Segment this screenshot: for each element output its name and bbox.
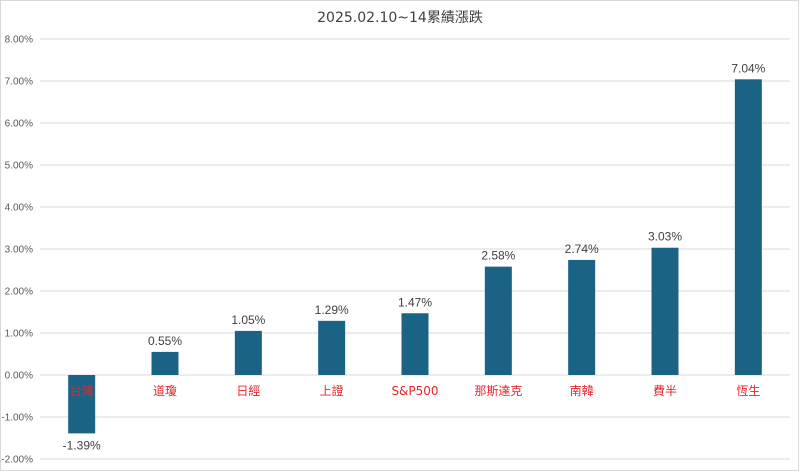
category-labels: 台灣 道瓊 日經 上證 S&P500 那斯達克 南韓 費半 恆生 <box>70 383 761 398</box>
data-label: 3.03% <box>648 230 682 244</box>
y-tick-label: -1.00% <box>1 413 33 424</box>
data-label: 7.04% <box>731 61 765 75</box>
category-label: 日經 <box>236 384 260 398</box>
data-label: 0.55% <box>148 334 182 348</box>
bar <box>401 313 429 375</box>
bar <box>234 330 262 375</box>
y-tick-label: 0.00% <box>5 371 33 382</box>
data-label: 2.74% <box>565 242 599 256</box>
bar <box>568 259 596 375</box>
chart-title: 2025.02.10~14累績漲跌 <box>317 10 483 26</box>
category-label: S&P500 <box>391 384 438 398</box>
bar <box>734 79 762 375</box>
data-label: 1.47% <box>398 295 432 309</box>
category-label: 費半 <box>653 383 677 398</box>
y-tick-label: 8.00% <box>5 35 33 46</box>
category-label: 上證 <box>320 383 344 398</box>
data-labels: -1.39% 0.55% 1.05% 1.29% 1.47% 2.58% 2.74% 3.03… <box>63 61 766 452</box>
category-label: 恆生 <box>736 384 760 398</box>
category-label: 台灣 <box>70 383 94 398</box>
category-label: 那斯達克 <box>474 384 522 398</box>
bar <box>151 351 179 375</box>
y-tick-label: 7.00% <box>5 77 33 88</box>
y-tick-label: -2.00% <box>1 455 33 466</box>
y-tick-label: 2.00% <box>5 287 33 298</box>
y-axis: 8.00% 7.00% 6.00% 5.00% 4.00% 3.00% 2.00% 1.00%… <box>1 35 33 466</box>
data-label: 2.58% <box>481 249 515 263</box>
y-tick-label: 4.00% <box>5 203 33 214</box>
y-tick-label: 3.00% <box>5 245 33 256</box>
y-tick-label: 6.00% <box>5 119 33 130</box>
bars <box>68 79 762 434</box>
category-label: 南韓 <box>570 383 594 398</box>
bar <box>651 247 679 375</box>
data-label: -1.39% <box>63 438 101 452</box>
y-tick-label: 5.00% <box>5 161 33 172</box>
bar <box>68 375 96 434</box>
category-label: 道瓊 <box>153 383 177 398</box>
bar <box>318 320 346 375</box>
bar <box>484 266 512 375</box>
data-label: 1.05% <box>231 313 265 327</box>
data-label: 1.29% <box>315 303 349 317</box>
y-tick-label: 1.00% <box>5 329 33 340</box>
